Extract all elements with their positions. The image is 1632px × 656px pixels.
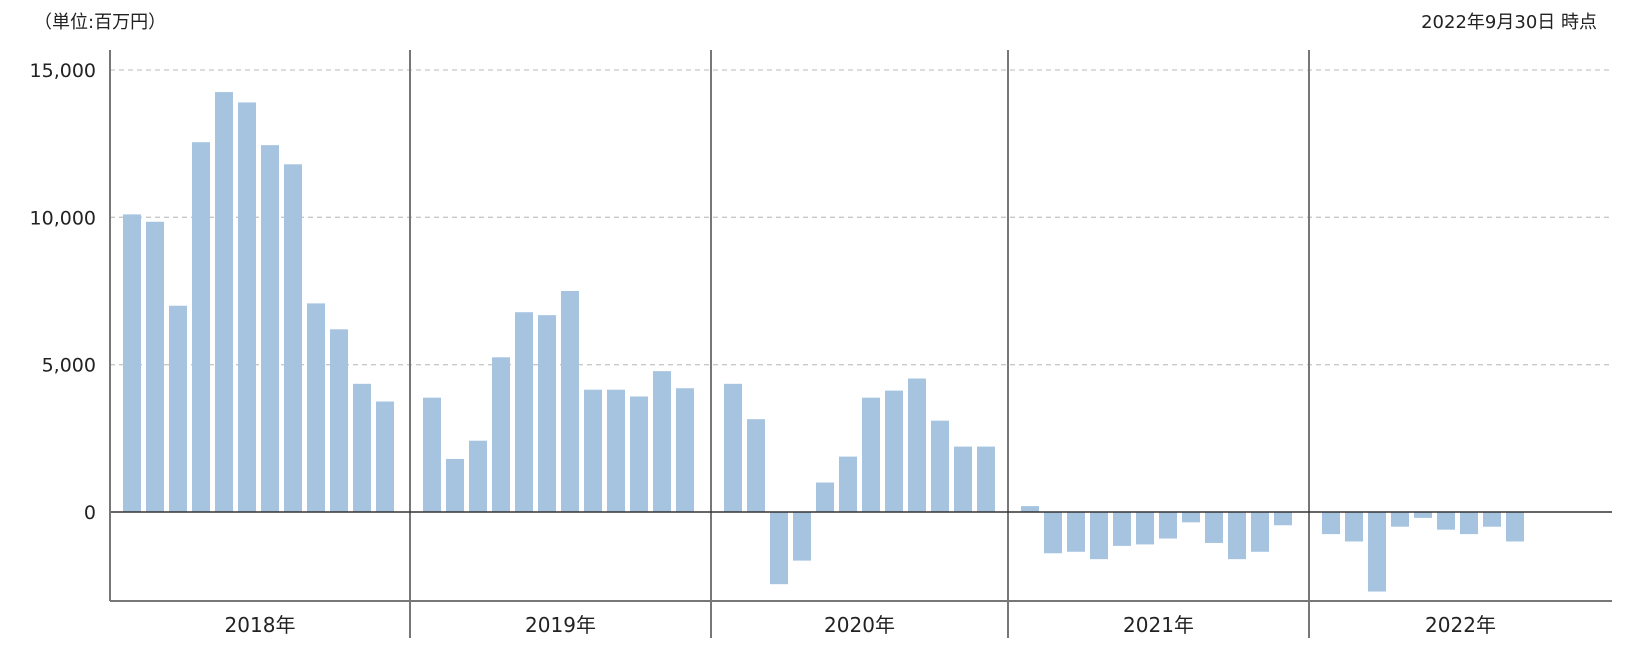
bar [1228, 512, 1246, 560]
bar [1251, 512, 1269, 552]
bar [1368, 512, 1386, 592]
bar [215, 92, 233, 512]
bar [908, 378, 926, 512]
bar [977, 446, 995, 512]
bar [1345, 512, 1363, 542]
bar [1274, 512, 1292, 526]
bar [1460, 512, 1478, 535]
bar [423, 397, 441, 512]
bar [307, 303, 325, 512]
bar [676, 388, 694, 512]
bar [1113, 512, 1131, 546]
bar [862, 397, 880, 512]
bar [261, 145, 279, 512]
bar [584, 389, 602, 512]
bar [1414, 512, 1432, 518]
year-labels: 2018年 2019年 2020年 2021年 2022年 [225, 613, 1496, 637]
as-of-label: 2022年9月30日 時点 [1421, 12, 1597, 33]
bar [561, 291, 579, 512]
year-label: 2020年 [824, 613, 895, 637]
bar [747, 419, 765, 512]
bar [1067, 512, 1085, 552]
y-tick-labels: 0 5,000 10,000 15,000 [30, 60, 96, 524]
bars [123, 92, 1524, 592]
axes [109, 50, 1612, 602]
bar [954, 446, 972, 512]
bar [353, 383, 371, 512]
bar [816, 482, 834, 512]
bar [1159, 512, 1177, 539]
bar [192, 142, 210, 512]
bar [1090, 512, 1108, 560]
y-tick-label: 10,000 [30, 207, 96, 229]
year-separators [409, 50, 1310, 638]
bar [1044, 512, 1062, 554]
bar [446, 458, 464, 512]
bar [1182, 512, 1200, 523]
bar [1506, 512, 1524, 542]
bar [538, 315, 556, 512]
bar [376, 401, 394, 512]
bar [330, 329, 348, 512]
bar [1391, 512, 1409, 527]
bar [123, 214, 141, 513]
grid-lines [110, 69, 1612, 366]
bar [1437, 512, 1455, 530]
bar [469, 440, 487, 512]
bar [492, 357, 510, 512]
bar [1483, 512, 1501, 527]
y-tick-label: 0 [84, 502, 96, 524]
year-label: 2021年 [1123, 613, 1194, 637]
bar [1205, 512, 1223, 543]
y-tick-label: 15,000 [30, 60, 96, 82]
bar [146, 221, 164, 512]
bar [515, 312, 533, 512]
bar [284, 164, 302, 512]
bar [653, 371, 671, 512]
bar [724, 383, 742, 512]
bar [1322, 512, 1340, 535]
bar [770, 512, 788, 585]
year-label: 2019年 [525, 613, 596, 637]
year-label: 2018年 [225, 613, 296, 637]
bar [607, 389, 625, 512]
bar [793, 512, 811, 561]
y-tick-label: 5,000 [42, 355, 96, 377]
bar [169, 305, 187, 512]
bar [630, 396, 648, 512]
bar [931, 420, 949, 512]
year-label: 2022年 [1425, 613, 1496, 637]
bar [1136, 512, 1154, 545]
bar [839, 456, 857, 512]
bar [238, 102, 256, 512]
bar [885, 390, 903, 512]
bar [1021, 506, 1039, 512]
unit-label: （単位:百万円） [34, 12, 166, 33]
